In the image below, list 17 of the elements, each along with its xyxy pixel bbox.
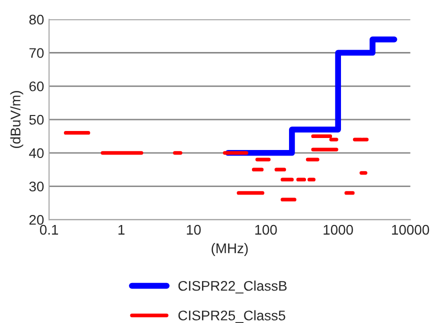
y-tick-label: 30 — [29, 182, 44, 192]
y-axis-title: (dBuV/m) — [10, 91, 24, 148]
x-tick-label: 0.1 — [40, 224, 58, 235]
y-tick-label: 60 — [29, 81, 44, 92]
x-tick-label: 1000 — [324, 224, 353, 235]
legend-label: CISPR25_Class5 — [178, 310, 286, 323]
x-tick-label: 1 — [118, 225, 124, 235]
y-tick-label: 50 — [29, 114, 44, 125]
x-tick-label: 100 — [255, 224, 277, 235]
y-tick-label: 20 — [29, 214, 44, 225]
x-tick-label: 10 — [186, 224, 201, 235]
legend-label: CISPR22_ClassB — [178, 280, 287, 294]
x-tick-label: 10000 — [392, 224, 430, 235]
y-tick-label: 70 — [29, 48, 44, 58]
y-tick-label: 40 — [29, 148, 44, 158]
y-tick-label: 80 — [29, 14, 44, 25]
x-axis-title: (MHz) — [212, 243, 248, 256]
